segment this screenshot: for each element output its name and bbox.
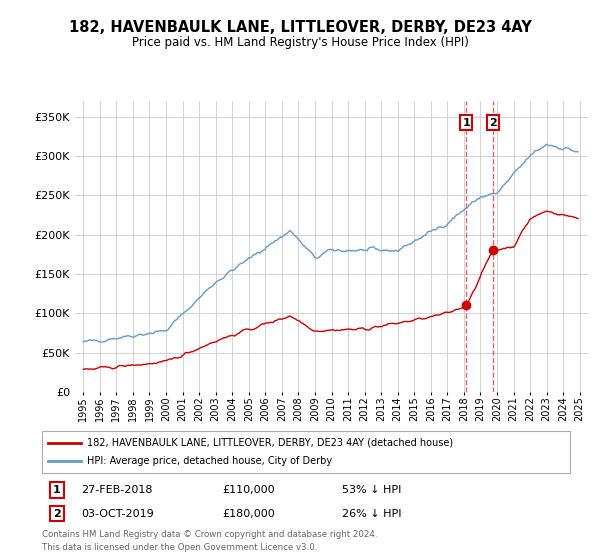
Text: 27-FEB-2018: 27-FEB-2018 [81, 485, 152, 495]
Text: Contains HM Land Registry data © Crown copyright and database right 2024.: Contains HM Land Registry data © Crown c… [42, 530, 377, 539]
Text: 53% ↓ HPI: 53% ↓ HPI [342, 485, 401, 495]
Text: 182, HAVENBAULK LANE, LITTLEOVER, DERBY, DE23 4AY (detached house): 182, HAVENBAULK LANE, LITTLEOVER, DERBY,… [87, 438, 453, 448]
Text: 1: 1 [463, 118, 470, 128]
Text: Price paid vs. HM Land Registry's House Price Index (HPI): Price paid vs. HM Land Registry's House … [131, 36, 469, 49]
Text: 03-OCT-2019: 03-OCT-2019 [81, 508, 154, 519]
Text: 2: 2 [53, 508, 61, 519]
Text: 182, HAVENBAULK LANE, LITTLEOVER, DERBY, DE23 4AY: 182, HAVENBAULK LANE, LITTLEOVER, DERBY,… [68, 20, 532, 35]
Text: 1: 1 [53, 485, 61, 495]
Text: 2: 2 [489, 118, 497, 128]
Text: This data is licensed under the Open Government Licence v3.0.: This data is licensed under the Open Gov… [42, 543, 317, 552]
Text: £110,000: £110,000 [222, 485, 275, 495]
Text: 26% ↓ HPI: 26% ↓ HPI [342, 508, 401, 519]
Text: £180,000: £180,000 [222, 508, 275, 519]
Text: HPI: Average price, detached house, City of Derby: HPI: Average price, detached house, City… [87, 456, 332, 466]
